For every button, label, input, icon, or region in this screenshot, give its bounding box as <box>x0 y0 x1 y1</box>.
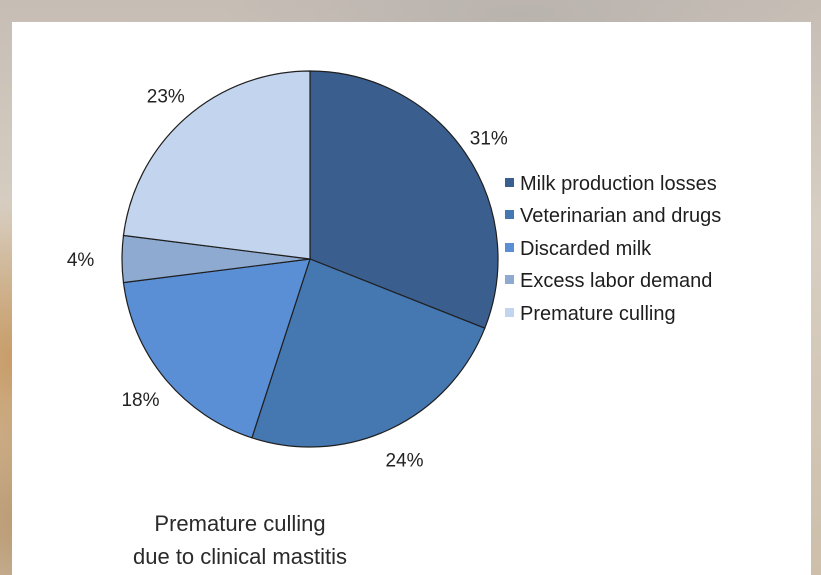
pie-slice-premature-culling <box>122 70 311 260</box>
legend-swatch-veterinarian-and-drugs <box>505 210 514 220</box>
legend-label-premature-culling: Premature culling <box>520 302 676 325</box>
legend-label-veterinarian-and-drugs: Veterinarian and drugs <box>520 205 722 228</box>
legend-item-discarded-milk: Discarded milk <box>505 233 721 266</box>
legend-item-premature-culling: Premature culling <box>505 298 721 331</box>
legend-label-discarded-milk: Discarded milk <box>520 237 652 260</box>
slice-label-excess-labor-demand: 4% <box>67 250 95 271</box>
slice-label-milk-production-losses: 31% <box>470 129 508 150</box>
legend-swatch-milk-production-losses <box>505 177 514 187</box>
legend-swatch-discarded-milk <box>505 242 514 252</box>
legend-label-milk-production-losses: Milk production losses <box>520 172 717 195</box>
legend-swatch-excess-labor-demand <box>505 275 514 285</box>
chart-legend: Milk production losses Veterinarian and d… <box>505 168 721 331</box>
pie-slice-veterinarian-and-drugs <box>251 258 486 448</box>
pie-slice-milk-production-losses <box>309 70 499 329</box>
caption-line-2: due to clinical mastitis <box>133 544 347 569</box>
legend-item-milk-production-losses: Milk production losses <box>505 168 721 201</box>
legend-label-excess-labor-demand: Excess labor demand <box>520 270 713 293</box>
pie-slice-discarded-milk <box>122 258 311 439</box>
legend-swatch-premature-culling <box>505 307 514 317</box>
slice-label-discarded-milk: 18% <box>121 390 159 411</box>
chart-caption: Premature culling due to clinical mastit… <box>110 507 370 573</box>
slice-label-premature-culling: 23% <box>147 86 185 107</box>
caption-line-1: Premature culling <box>154 511 326 536</box>
legend-item-veterinarian-and-drugs: Veterinarian and drugs <box>505 201 721 234</box>
slice-label-veterinarian-and-drugs: 24% <box>385 451 423 472</box>
legend-item-excess-labor-demand: Excess labor demand <box>505 266 721 299</box>
